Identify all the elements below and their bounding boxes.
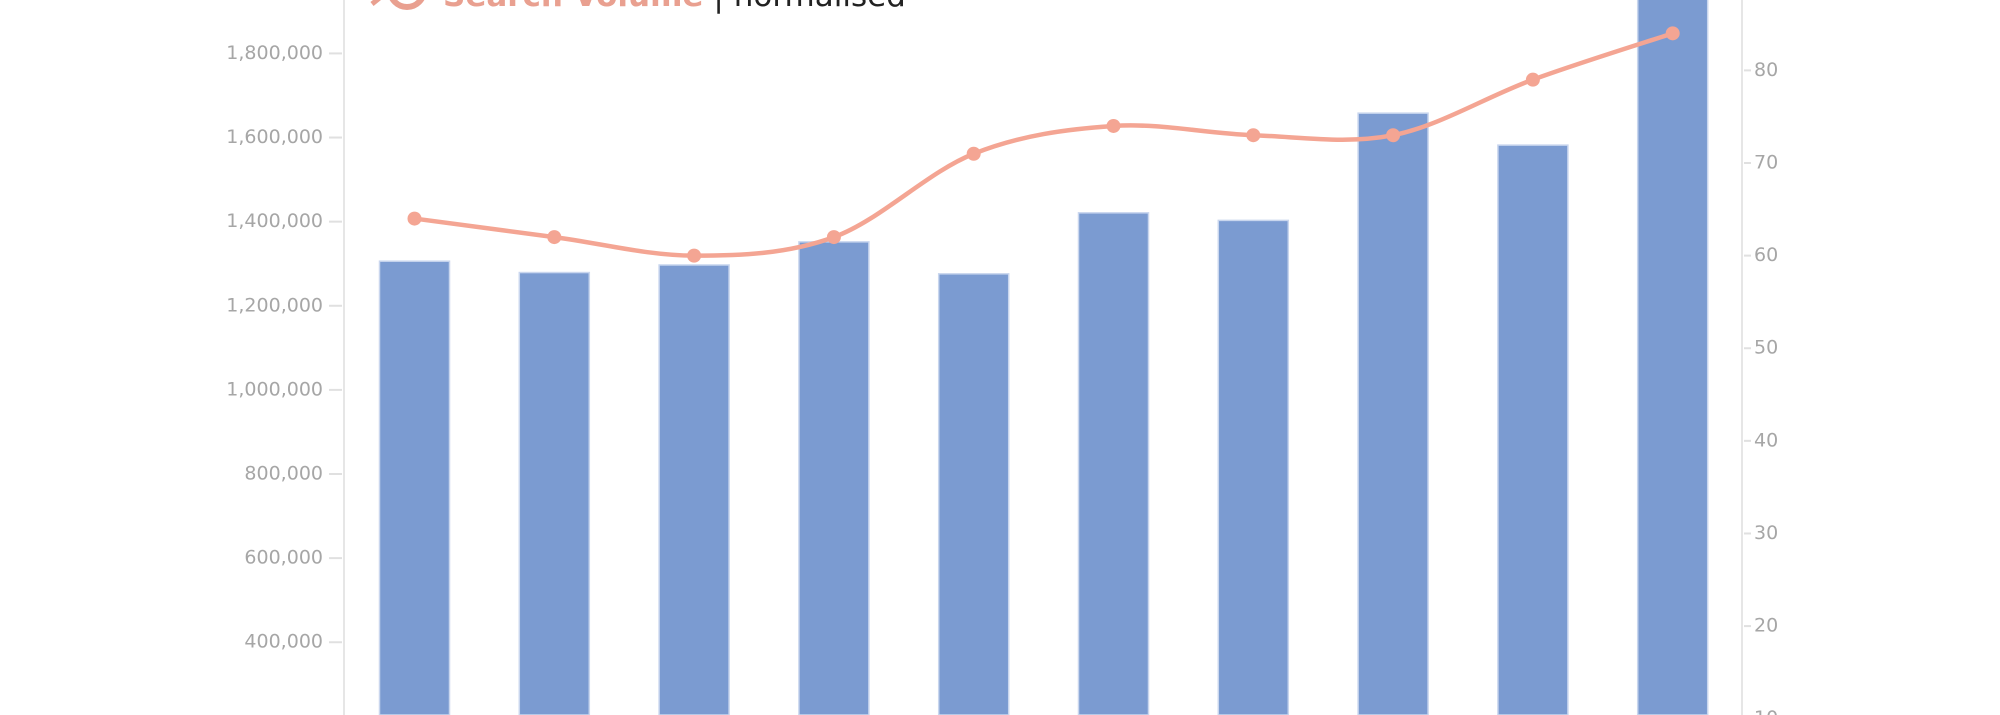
bar [798,241,870,715]
y2-tick-label: 70 [1754,152,1778,174]
y-tick-label: 1,200,000 [226,294,323,316]
bar [937,273,1010,715]
line-point [1665,26,1680,41]
bar [1217,219,1290,715]
line-point [687,248,702,263]
line-point [407,211,422,226]
bar [1077,212,1150,715]
y-tick-label: 1,600,000 [226,126,323,148]
y2-tick-label: 60 [1754,244,1778,266]
y2-tick-label: 40 [1754,429,1778,451]
line-point [1106,118,1121,133]
legend-label: Search Volume [443,0,703,14]
y2-tick-label: 50 [1754,337,1778,359]
bar [658,264,730,715]
y2-tick-label: 20 [1754,615,1778,637]
line-point [1525,72,1540,87]
bar [1497,144,1569,715]
line-point [1386,128,1401,143]
legend: Search Volume | normalised [370,0,906,14]
y-tick-label: 400,000 [244,631,323,653]
bar [378,260,451,715]
y2-tick-label: 80 [1754,59,1778,81]
line-point [1246,128,1261,143]
y2-tick-label: 10 [1754,707,1778,715]
line-point [826,230,841,245]
bar [1357,112,1429,715]
legend-line-icon [370,0,382,6]
bar [518,271,591,715]
line [414,31,1674,258]
legend-marker-icon [389,0,425,10]
legend-note: | normalised [713,0,905,14]
y2-tick-label: 30 [1754,522,1778,544]
y-tick-label: 1,000,000 [226,378,323,400]
line-point [547,230,562,245]
y-tick-label: 1,400,000 [226,210,323,232]
y-tick-label: 800,000 [244,463,323,485]
line-point [966,146,981,161]
y-tick-label: 600,000 [244,547,323,569]
bar [1636,0,1709,715]
y-tick-label: 1,800,000 [226,42,323,64]
